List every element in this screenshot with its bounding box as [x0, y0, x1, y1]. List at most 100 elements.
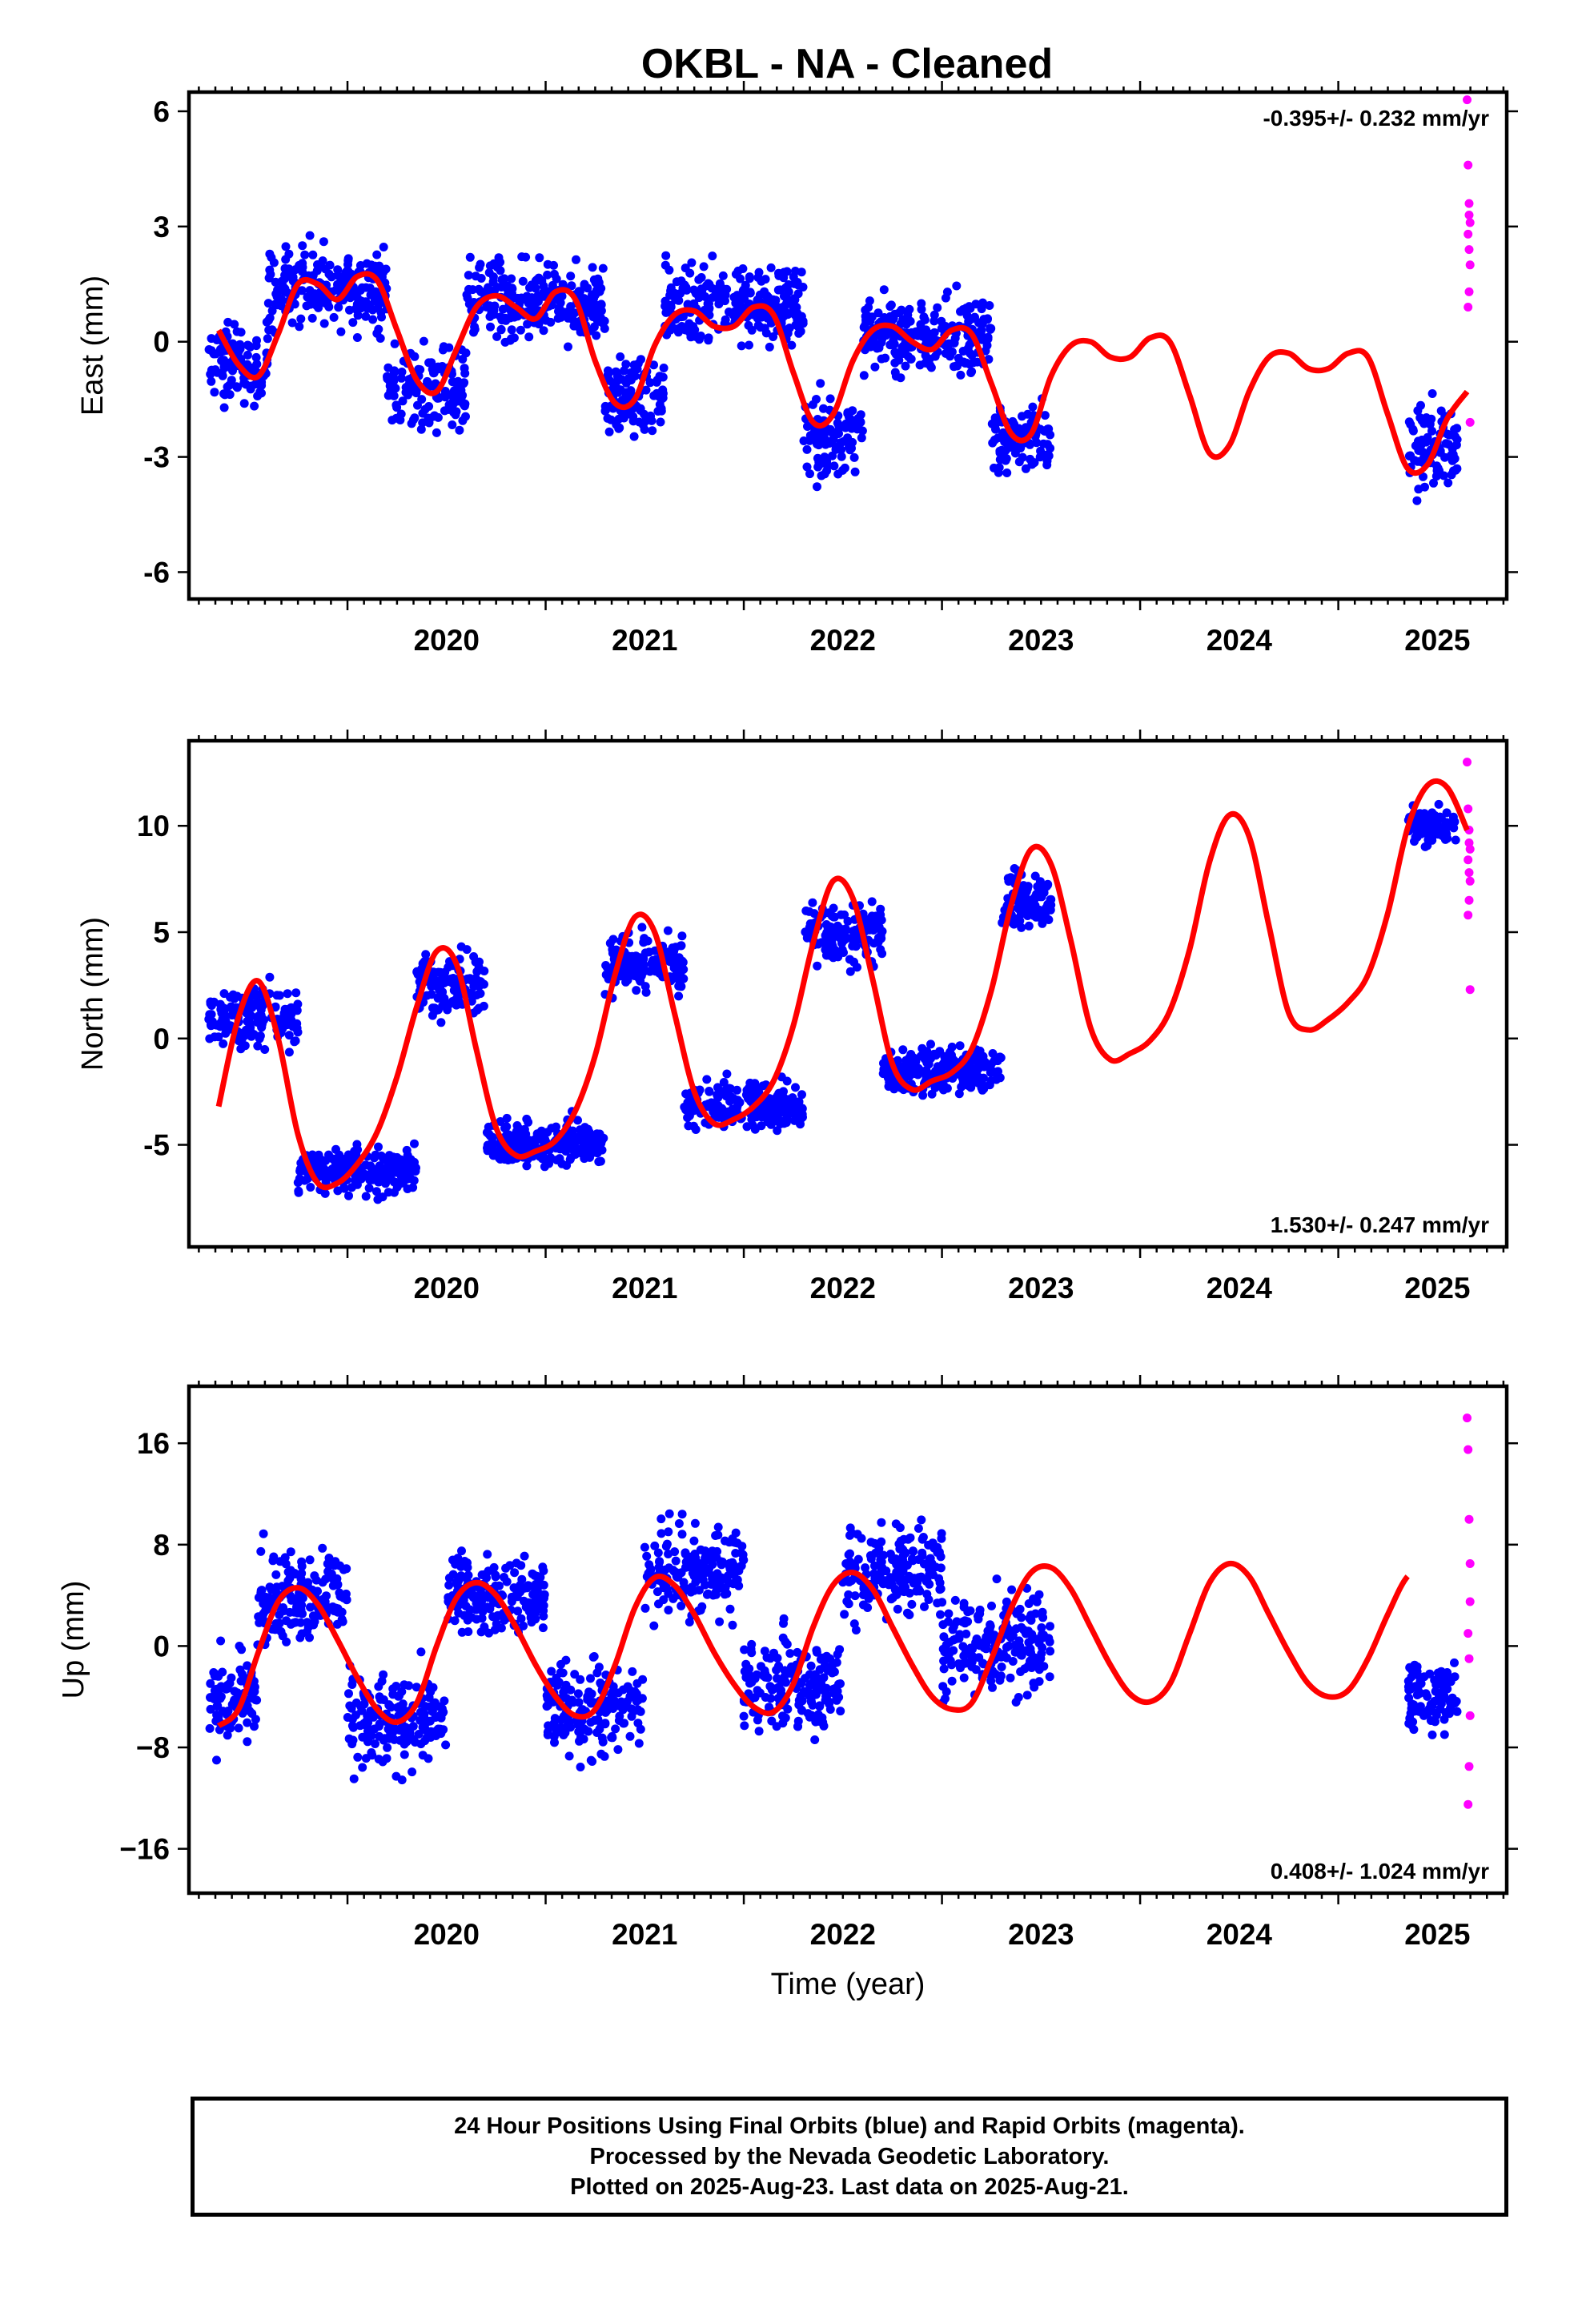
final-orbit-point	[280, 284, 290, 293]
final-orbit-point	[745, 272, 754, 282]
final-orbit-point	[462, 945, 472, 955]
final-orbit-point	[358, 1763, 367, 1772]
final-orbit-point	[947, 347, 957, 356]
final-orbit-point	[926, 1039, 935, 1049]
final-orbit-point	[655, 372, 665, 381]
final-orbit-point	[284, 249, 294, 259]
final-orbit-point	[642, 1551, 652, 1561]
final-orbit-point	[715, 279, 725, 288]
final-orbit-point	[780, 1672, 789, 1682]
final-orbit-point	[295, 322, 304, 332]
final-orbit-point	[272, 290, 282, 300]
final-orbit-point	[223, 382, 232, 392]
x-tick-label: 2021	[612, 1272, 677, 1305]
final-orbit-point	[985, 1080, 994, 1090]
final-orbit-point	[791, 1083, 800, 1092]
final-orbit-point	[279, 1009, 289, 1019]
final-orbit-point	[740, 1645, 749, 1655]
final-orbit-point	[421, 950, 431, 959]
final-orbit-point	[650, 1541, 660, 1550]
final-orbit-point	[210, 388, 219, 397]
final-orbit-point	[590, 1715, 600, 1725]
final-orbit-point	[396, 1172, 406, 1181]
final-orbit-point	[674, 991, 684, 1001]
x-tick-label: 2024	[1207, 1272, 1273, 1305]
final-orbit-point	[798, 1112, 807, 1122]
final-orbit-point	[919, 312, 929, 322]
final-orbit-point	[374, 1177, 383, 1187]
final-orbit-point	[644, 1569, 653, 1578]
y-tick-label: -6	[143, 556, 170, 589]
final-orbit-point	[689, 1121, 698, 1131]
x-tick-label: 2023	[1008, 1272, 1074, 1305]
final-orbit-point	[328, 1602, 338, 1611]
final-orbit-point	[1404, 417, 1414, 427]
model-fit-curve	[215, 778, 1470, 1191]
final-orbit-point	[1444, 430, 1454, 440]
final-orbit-point	[636, 406, 645, 415]
final-orbit-point	[779, 1119, 789, 1128]
final-orbit-point	[1434, 799, 1443, 809]
final-orbit-point	[936, 1552, 946, 1562]
final-orbit-point	[783, 1704, 793, 1714]
final-orbit-point	[870, 1538, 880, 1548]
final-orbit-point	[425, 1729, 434, 1739]
final-orbit-point	[1419, 810, 1428, 820]
final-orbit-point	[636, 976, 645, 986]
final-orbit-point	[713, 1083, 722, 1092]
final-orbit-point	[676, 941, 685, 951]
velocity-rate-label: -0.395+/- 0.232 mm/yr	[1263, 106, 1489, 131]
final-orbit-point	[683, 300, 693, 309]
final-orbit-point	[677, 1510, 687, 1519]
final-orbit-point	[731, 1549, 741, 1558]
final-orbit-point	[936, 1563, 946, 1573]
final-orbit-point	[374, 1142, 383, 1152]
rapid-orbit-point	[1465, 876, 1475, 886]
final-orbit-point	[863, 1603, 873, 1612]
final-orbit-point	[416, 1707, 425, 1717]
final-orbit-point	[424, 380, 434, 389]
final-orbit-point	[590, 1137, 600, 1147]
final-orbit-point	[281, 242, 291, 251]
final-orbit-point	[708, 251, 717, 261]
final-orbit-point	[633, 359, 643, 368]
final-orbit-point	[720, 1590, 729, 1599]
final-orbit-point	[398, 1178, 408, 1188]
final-orbit-point	[245, 1707, 255, 1716]
final-orbit-point	[861, 1563, 870, 1573]
x-tick-label: 2020	[414, 1272, 480, 1305]
final-orbit-point	[351, 1711, 360, 1720]
final-orbit-point	[794, 311, 804, 320]
final-orbit-point	[291, 1618, 300, 1627]
final-orbit-point	[859, 371, 869, 380]
y-tick-label: 0	[153, 1023, 170, 1055]
final-orbit-point	[632, 986, 641, 995]
final-orbit-point	[318, 256, 327, 266]
final-orbit-point	[364, 1170, 374, 1180]
final-orbit-point	[769, 332, 778, 341]
final-orbit-point	[664, 1550, 673, 1558]
final-orbit-point	[818, 938, 828, 947]
final-orbit-point	[935, 1578, 945, 1587]
final-orbit-point	[850, 467, 860, 476]
final-orbit-point	[980, 1062, 989, 1072]
final-orbit-point	[265, 249, 275, 259]
final-orbit-point	[641, 987, 651, 997]
final-orbit-point	[544, 1159, 554, 1168]
final-orbit-point	[873, 308, 883, 318]
final-orbit-point	[1023, 409, 1033, 419]
rapid-orbit-point	[1464, 199, 1474, 208]
final-orbit-point	[733, 1101, 742, 1111]
final-orbit-point	[284, 264, 294, 274]
final-orbit-point	[332, 1574, 342, 1583]
final-orbit-point	[460, 364, 469, 373]
final-orbit-point	[908, 1546, 917, 1556]
final-orbit-point	[961, 1070, 970, 1080]
final-orbit-point	[244, 1010, 254, 1019]
final-orbit-point	[604, 427, 614, 436]
final-orbit-point	[607, 1733, 616, 1743]
final-orbit-point	[232, 382, 241, 392]
final-orbit-point	[253, 1041, 263, 1051]
final-orbit-point	[745, 287, 755, 297]
x-tick-label: 2023	[1008, 624, 1074, 657]
